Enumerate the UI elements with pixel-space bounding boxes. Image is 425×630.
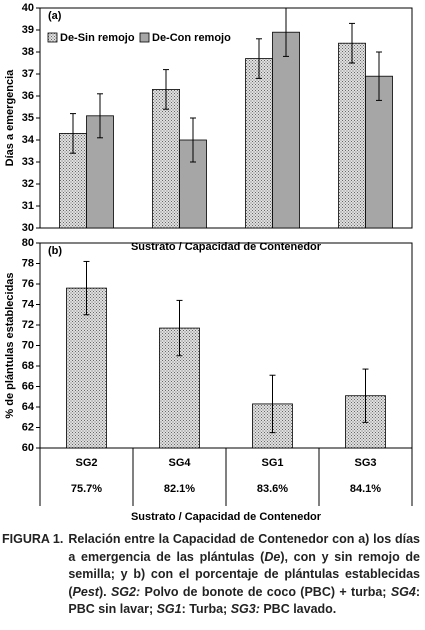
error-bar [283, 7, 289, 57]
x-tick-label: SG2 [75, 457, 97, 469]
y-tick-label: 36 [22, 90, 34, 102]
caption-text: ), con y sin remojo de semilla; y b) con… [68, 549, 421, 599]
y-tick-label: 60 [22, 442, 34, 454]
panel-label: (b) [48, 245, 62, 257]
y-tick-label: 70 [22, 339, 34, 351]
table-cell: 83.6% [257, 483, 288, 495]
y-tick-label: 34 [22, 134, 35, 146]
caption-text: Pest [72, 584, 99, 599]
caption-text: SG3: [230, 602, 260, 616]
legend-label: De-Con remojo [152, 32, 231, 44]
error-bar [70, 113, 76, 154]
error-bar [362, 368, 369, 423]
y-tick-label: 30 [22, 222, 34, 234]
caption-body: Relación entre la Capacidad de Contenedo… [68, 531, 420, 619]
y-tick-label: 62 [22, 421, 34, 433]
bar [272, 31, 300, 229]
error-bar [163, 69, 169, 110]
caption-text: PBC lavado. [259, 602, 337, 616]
y-tick-label: 35 [22, 112, 34, 124]
legend-label: De-Sin remojo [60, 32, 135, 44]
x-tick-label: SG4 [168, 457, 191, 469]
error-bar [176, 299, 183, 357]
y-axis-label: % de plántulas establecidas [4, 272, 16, 418]
y-tick-label: 33 [22, 156, 34, 168]
caption: FIGURA 1. Relación entre la Capacidad de… [2, 531, 420, 619]
y-tick-label: 38 [22, 46, 34, 58]
caption-text: SG4 [390, 584, 416, 599]
legend-swatch [47, 32, 58, 43]
y-tick-label: 74 [22, 298, 35, 310]
figure: 30 31 32 33 34 35 36 37 38 39 40 Días a emergencia (… [4, 2, 413, 523]
error-bar [97, 93, 103, 139]
caption-label: FIGURA 1. [2, 532, 64, 546]
error-bar [269, 374, 276, 434]
x-tick-label: SG1 [261, 457, 283, 469]
y-tick-label: 72 [22, 319, 34, 331]
caption-text: SG2: [110, 584, 141, 599]
y-tick-label: 80 [22, 237, 34, 249]
caption-text: : PBC sin lavar; [68, 584, 420, 617]
caption-text: ). [98, 584, 111, 599]
error-bar [256, 38, 262, 79]
caption-text: Polvo de bonote de coco (PBC) + turba; [140, 584, 391, 599]
error-bar [83, 260, 90, 316]
caption-text: Relación entre la Capacidad de Contenedo… [68, 532, 420, 564]
y-tick-label: 64 [22, 401, 35, 413]
bar [152, 89, 180, 229]
error-bar [190, 117, 196, 163]
y-tick-label: 32 [22, 178, 34, 190]
bar [365, 75, 393, 229]
bar [338, 42, 366, 229]
y-tick-label: 78 [22, 257, 34, 269]
caption-text: De [264, 549, 281, 564]
y-tick-label: 31 [22, 200, 34, 212]
y-tick-label: 68 [22, 360, 34, 372]
panel-label: (a) [48, 10, 62, 22]
y-tick-label: 76 [22, 278, 34, 290]
x-axis-label: Sustrato / Capacidad de Contenedor [131, 241, 322, 253]
table-cell: 82.1% [164, 483, 195, 495]
table-cell: 75.7% [71, 483, 102, 495]
y-tick-label: 66 [22, 380, 34, 392]
error-bar [376, 51, 382, 101]
legend-swatch [139, 32, 150, 43]
error-bar [349, 22, 355, 64]
bar [245, 58, 273, 229]
y-tick-label: 37 [22, 68, 34, 80]
caption-text: SG1 [156, 602, 182, 616]
y-axis-label: Días a emergencia [4, 69, 16, 166]
y-tick-label: 40 [22, 2, 34, 14]
x-axis-label: Sustrato / Capacidad de Contenedor [131, 511, 322, 523]
y-tick-label: 39 [22, 24, 34, 36]
table-cell: 84.1% [350, 483, 381, 495]
caption-text: : Turba; [181, 602, 231, 616]
x-tick-label: SG3 [354, 457, 376, 469]
